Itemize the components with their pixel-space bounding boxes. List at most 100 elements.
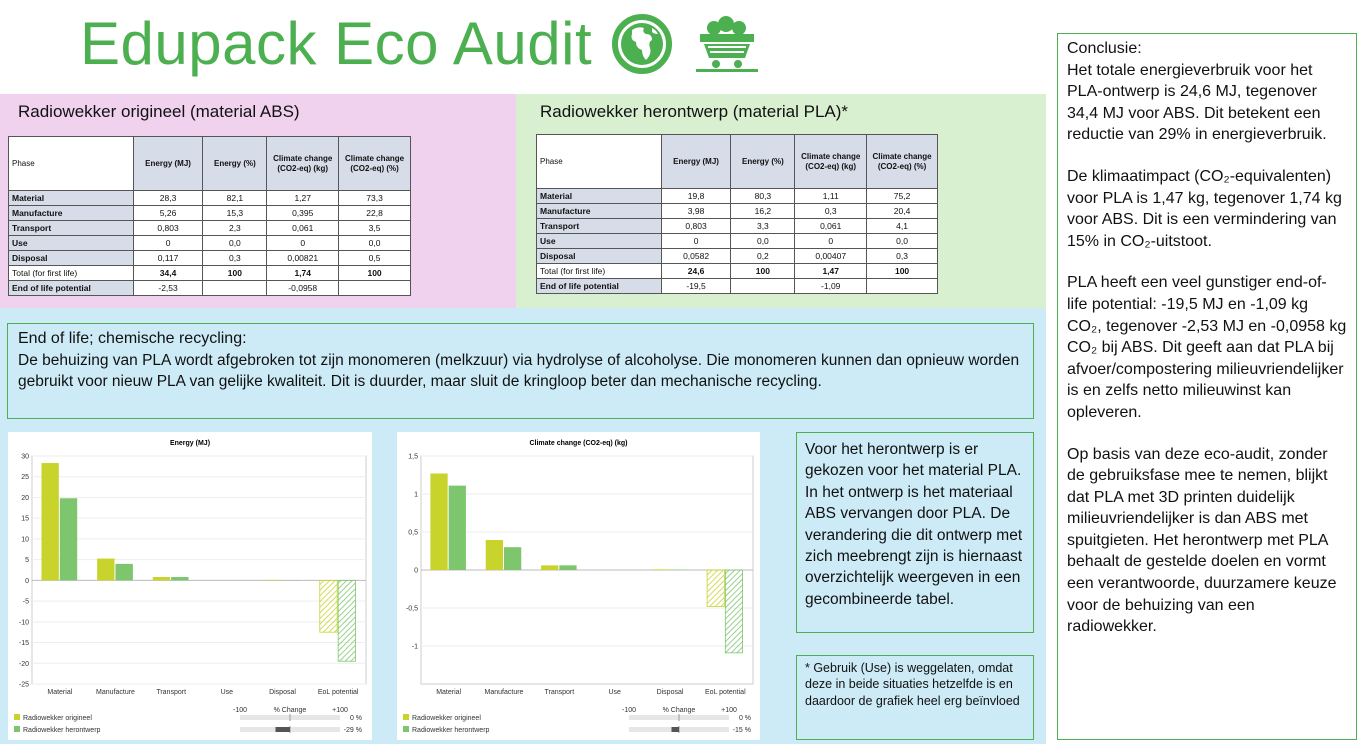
pct-change-label: 0 % [350, 715, 362, 722]
y-tick-label: -20 [19, 661, 29, 668]
bar [485, 539, 503, 570]
pct-change-bar [671, 727, 679, 732]
mine-cart-icon [692, 12, 759, 76]
scale-label: -100 [233, 707, 247, 714]
y-tick-label: 0 [25, 578, 29, 585]
page-header: Edupack Eco Audit [80, 4, 759, 84]
row-label: Total (for first life) [536, 263, 662, 279]
conclusion-paragraph: De klimaatimpact (CO₂-equivalenten) voor… [1067, 166, 1347, 252]
table-header-row: Phase Energy (MJ) Energy (%) Climate cha… [536, 134, 938, 189]
table-cell: 100 [202, 265, 268, 281]
pct-change-label: -15 % [733, 727, 751, 734]
row-label: End of life potential [536, 278, 662, 294]
conclusion-highlight: reductie van 29% in energieverbruik. [1067, 126, 1327, 144]
chart-title: Energy (MJ) [170, 440, 210, 447]
table-cell: 0 [794, 233, 868, 249]
column-header: Energy (MJ) [660, 134, 732, 189]
bar [430, 473, 448, 570]
y-tick-label: 30 [21, 454, 29, 461]
row-label: End of life potential [8, 280, 134, 296]
table-cell: 0,3 [794, 203, 868, 219]
bar [541, 565, 559, 570]
table-row-total: Total (for first life) 34,4 100 1,74 100 [8, 265, 411, 281]
table-cell: -19,5 [660, 278, 732, 294]
table-cell: -0,0958 [266, 280, 340, 296]
x-tick-label: Manufacture [485, 689, 524, 696]
table-cell: 0,3 [202, 250, 268, 266]
table-cell: 0,061 [266, 220, 340, 236]
table-row: Use 0 0,0 0 0,0 [536, 233, 938, 249]
table-cell: 0,00407 [794, 248, 868, 264]
row-label: Disposal [536, 248, 662, 264]
bar [337, 579, 356, 662]
table-cell [730, 278, 796, 294]
globe-icon [610, 12, 674, 76]
x-tick-label: Disposal [269, 689, 296, 696]
y-tick-label: -10 [19, 619, 29, 626]
original-table: Phase Energy (MJ) Energy (%) Climate cha… [8, 136, 411, 296]
table-cell: -2,53 [132, 280, 204, 296]
column-header: Energy (%) [730, 134, 796, 189]
column-header: Climate change (CO2-eq) (kg) [266, 136, 340, 191]
design-choice-note: Voor het herontwerp is er gekozen voor h… [796, 432, 1034, 633]
x-tick-label: Transport [544, 689, 574, 696]
conclusion-text: De klimaatimpact (CO₂-equivalenten) voor… [1067, 167, 1342, 229]
table-cell: 73,3 [338, 190, 411, 206]
x-tick-label: EoL potential [705, 689, 746, 696]
bar [171, 577, 189, 581]
x-tick-label: Material [436, 689, 461, 696]
table-cell: 16,2 [730, 203, 796, 219]
table-cell: 0 [266, 235, 340, 251]
conclusion-box: Conclusie: Het totale energieverbruik vo… [1057, 33, 1357, 740]
conclusion-paragraph: Het totale energieverbruik voor het PLA-… [1067, 60, 1347, 146]
x-tick-label: Use [221, 689, 234, 696]
table-cell: 82,1 [202, 190, 268, 206]
bar [59, 498, 78, 581]
table-cell: 15,3 [202, 205, 268, 221]
x-tick-label: Disposal [657, 689, 684, 696]
table-cell: 0,061 [794, 218, 868, 234]
table-cell [866, 278, 938, 294]
conclusion-title: Conclusie: [1067, 40, 1142, 57]
table-cell: 1,47 [794, 263, 868, 279]
table-cell: 75,2 [866, 188, 938, 204]
table-cell: 24,6 [660, 263, 732, 279]
y-tick-label: 25 [21, 474, 29, 481]
y-tick-label: -1 [412, 644, 418, 651]
conclusion-highlight: milieuvriendelijker is en zelfs netto mi… [1067, 360, 1344, 421]
x-tick-label: EoL potential [318, 689, 359, 696]
table-cell: 0,0582 [660, 248, 732, 264]
legend-swatch [403, 726, 409, 732]
x-tick-label: Manufacture [96, 689, 135, 696]
conclusion-text: Op basis van deze eco-audit, zonder de g… [1067, 445, 1328, 549]
table-cell: 0,5 [338, 250, 411, 266]
conclusion-highlight: behaalt de gestelde doelen en vormt een … [1067, 553, 1337, 636]
scale-label: +100 [721, 707, 737, 714]
end-of-life-text: De behuizing van PLA wordt afgebroken to… [18, 352, 1020, 391]
bar [724, 569, 743, 654]
table-cell: 0,0 [730, 233, 796, 249]
table-cell: 0,0 [338, 235, 411, 251]
legend-swatch [403, 714, 409, 720]
conclusion-highlight: vermindering van 15% in CO₂-uitstoot. [1067, 211, 1337, 250]
table-cell: 100 [866, 263, 938, 279]
table-cell: 100 [338, 265, 411, 281]
redesign-table: Phase Energy (MJ) Energy (%) Climate cha… [536, 134, 938, 294]
table-cell: 0,395 [266, 205, 340, 221]
y-tick-label: 20 [21, 495, 29, 502]
conclusion-paragraph: PLA heeft een veel gunstiger end-of-life… [1067, 272, 1347, 423]
legend-swatch [14, 714, 20, 720]
y-tick-label: 1,5 [408, 454, 418, 461]
table-row: Disposal 0,0582 0,2 0,00407 0,3 [536, 248, 938, 264]
table-cell: 1,27 [266, 190, 340, 206]
table-cell: 0,803 [660, 218, 732, 234]
pct-change-label: -29 % [344, 727, 362, 734]
table-cell: 5,26 [132, 205, 204, 221]
bar [97, 558, 115, 581]
row-label: Material [536, 188, 662, 204]
table-row: Disposal 0,117 0,3 0,00821 0,5 [8, 250, 411, 266]
column-header: Climate change (CO2-eq) (%) [338, 136, 411, 191]
legend-label: Radiowekker origineel [412, 715, 481, 722]
table-row: Transport 0,803 2,3 0,061 3,5 [8, 220, 411, 236]
y-tick-label: -15 [19, 640, 29, 647]
